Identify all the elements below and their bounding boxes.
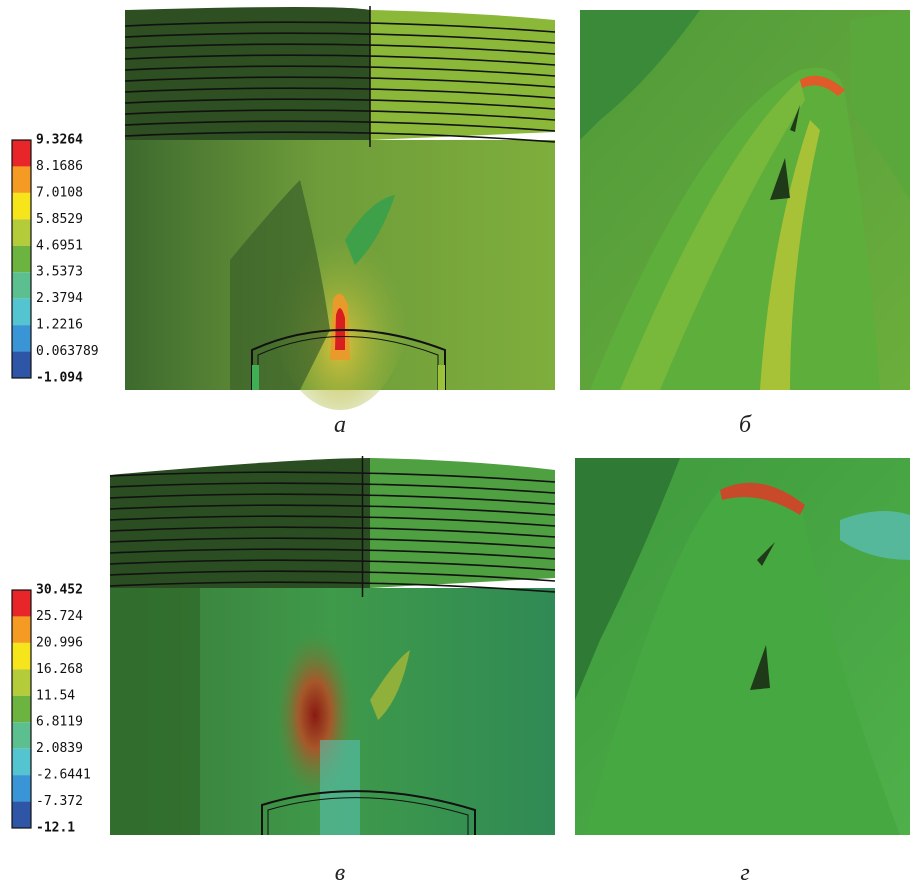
caption: б <box>739 412 752 438</box>
caption: в <box>335 860 345 886</box>
legend-label: 11.54 <box>36 688 75 703</box>
panel-a <box>125 6 555 410</box>
legend-label: 9.3264 <box>36 133 83 148</box>
legend-swatch <box>12 140 31 166</box>
legend-label: -7.372 <box>36 794 83 809</box>
legend-swatch <box>12 272 31 298</box>
legend-swatch <box>12 299 31 325</box>
legend-swatch <box>12 219 31 245</box>
caption: а <box>334 412 346 438</box>
legend-label: 1.2216 <box>36 318 83 333</box>
legend-label: 0.063789 <box>36 344 99 359</box>
shadow <box>110 588 200 835</box>
cool-zone <box>320 740 360 835</box>
legend-label: 6.8119 <box>36 715 83 730</box>
rim <box>438 365 445 390</box>
legend-swatch <box>12 775 31 801</box>
legend-swatch <box>12 616 31 642</box>
legend-label: 7.0108 <box>36 185 83 200</box>
legend-swatch <box>12 590 31 616</box>
legend-label: 4.6951 <box>36 238 83 253</box>
panel-c <box>110 456 555 835</box>
legend-swatch <box>12 325 31 351</box>
legend-swatch <box>12 696 31 722</box>
rim <box>252 365 259 390</box>
legend-swatch <box>12 802 31 828</box>
legend-swatch <box>12 166 31 192</box>
legend-swatch <box>12 749 31 775</box>
fins-left <box>125 7 370 140</box>
figure: 9.3264 8.1686 7.0108 5.8529 4.6951 3.5373 2.37… <box>0 0 920 887</box>
legend-label: 20.996 <box>36 635 83 650</box>
legend: 30.452 25.724 20.996 16.268 11.54 6.8119 2.083… <box>12 583 91 836</box>
legend-swatch <box>12 193 31 219</box>
legend-label: -2.6441 <box>36 768 91 783</box>
legend-label: 16.268 <box>36 662 83 677</box>
legend-label: -12.1 <box>36 821 75 836</box>
legend-label: 25.724 <box>36 609 83 624</box>
legend-swatch <box>12 352 31 378</box>
panel-b <box>580 10 910 390</box>
legend-label: 2.3794 <box>36 291 83 306</box>
legend-label: 8.1686 <box>36 159 83 174</box>
caption: г <box>740 860 749 886</box>
legend: 9.3264 8.1686 7.0108 5.8529 4.6951 3.5373 2.37… <box>12 133 99 386</box>
legend-swatch <box>12 246 31 272</box>
legend-swatch <box>12 643 31 669</box>
legend-label: 2.0839 <box>36 741 83 756</box>
legend-label: 5.8529 <box>36 212 83 227</box>
panel-d <box>575 458 910 835</box>
legend-swatch <box>12 669 31 695</box>
legend-label: 3.5373 <box>36 265 83 280</box>
legend-label: -1.094 <box>36 371 83 386</box>
legend-swatch <box>12 722 31 748</box>
fins-left <box>110 458 370 588</box>
legend-label: 30.452 <box>36 583 83 598</box>
